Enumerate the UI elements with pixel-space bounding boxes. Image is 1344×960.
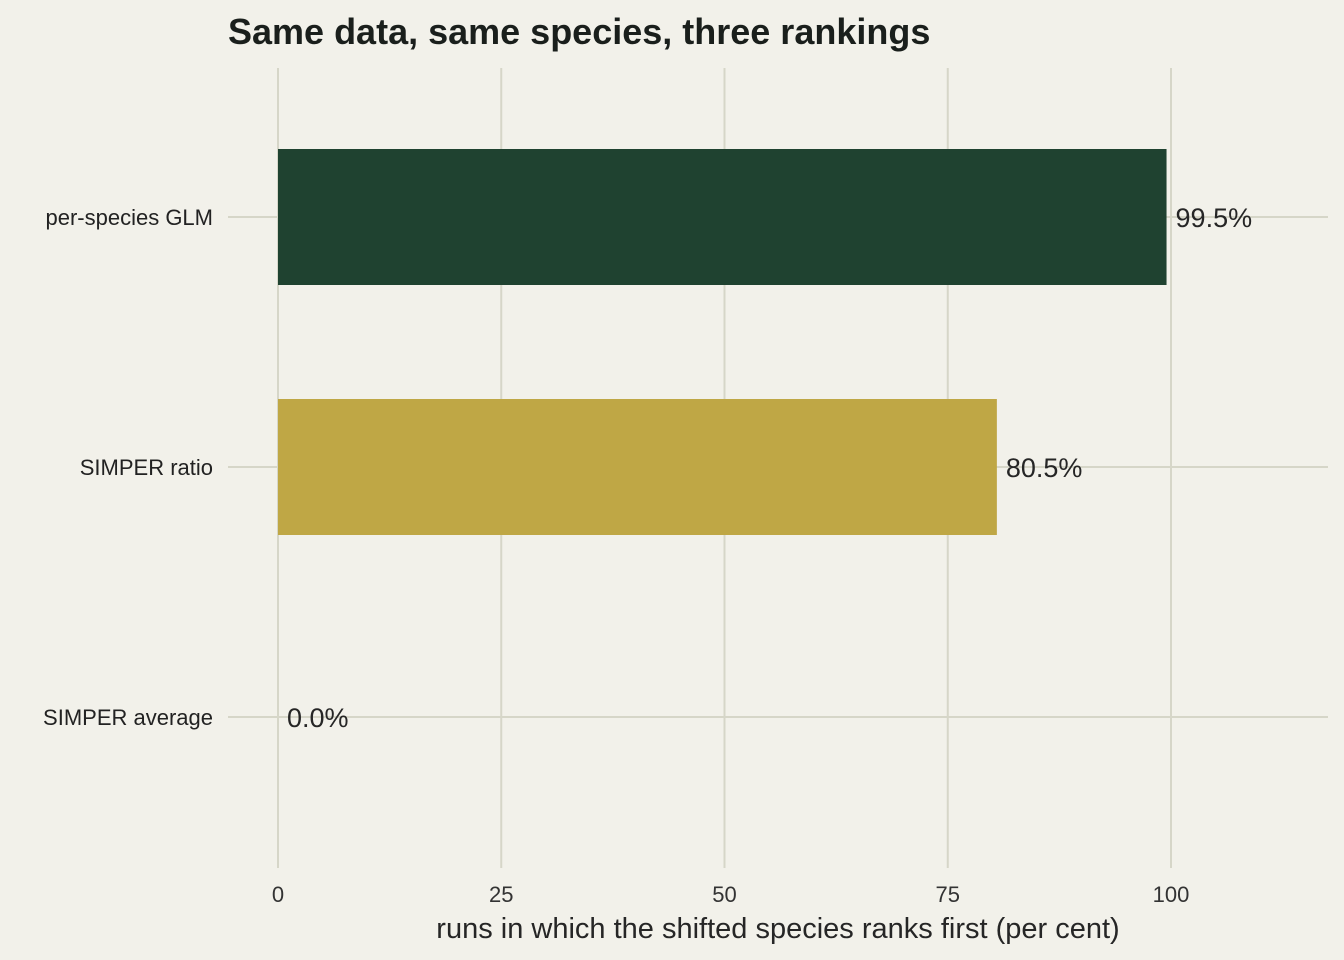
y-tick-label-2: SIMPER ratio <box>80 455 213 480</box>
x-axis-ticks: 0 25 50 75 100 <box>272 882 1189 907</box>
x-axis-title: runs in which the shifted species ranks … <box>436 913 1119 945</box>
bars <box>278 149 1167 535</box>
y-axis-ticks: per-species GLM SIMPER ratio SIMPER averag… <box>43 205 213 730</box>
data-labels: 99.5% 80.5% 0.0% <box>287 203 1252 733</box>
x-tick-label-25: 25 <box>489 882 513 907</box>
data-label-3: 0.0% <box>287 703 349 733</box>
x-tick-label-0: 0 <box>272 882 284 907</box>
y-tick-label-3: SIMPER average <box>43 705 213 730</box>
chart-title: Same data, same species, three rankings <box>228 11 930 52</box>
bar-2 <box>278 399 997 535</box>
x-tick-label-100: 100 <box>1153 882 1190 907</box>
data-label-1: 99.5% <box>1176 203 1253 233</box>
x-tick-label-50: 50 <box>712 882 736 907</box>
bar-1 <box>278 149 1167 285</box>
data-label-2: 80.5% <box>1006 453 1083 483</box>
y-tick-label-1: per-species GLM <box>45 205 213 230</box>
x-tick-label-75: 75 <box>936 882 960 907</box>
